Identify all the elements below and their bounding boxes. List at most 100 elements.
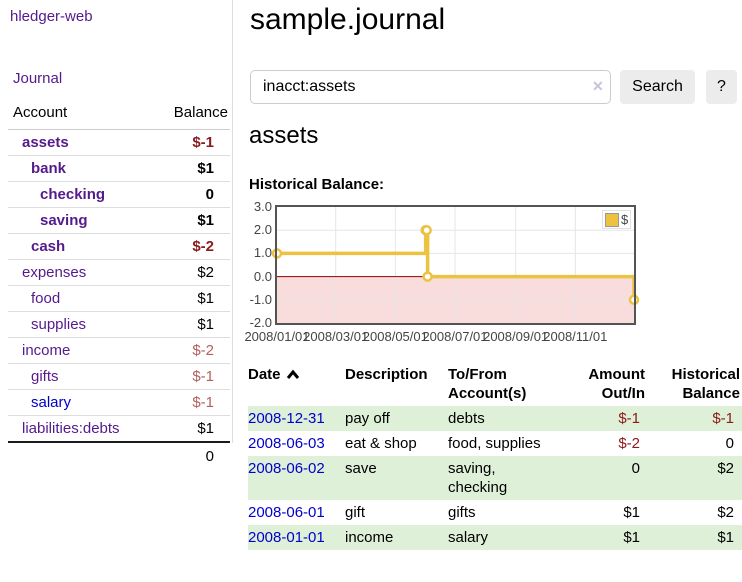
register-header-balance: Historical Balance <box>671 366 740 402</box>
transaction-description: pay off <box>345 410 390 427</box>
x-axis-tick-label: 2008/11/01 <box>543 329 608 344</box>
y-axis-tick-label: 0.0 <box>253 268 272 284</box>
account-link[interactable]: liabilities:debts <box>22 420 120 437</box>
transaction-accounts: saving, checking <box>448 460 508 496</box>
account-row: assets $-1 <box>8 130 230 156</box>
register-table-body: 2008-12-31 pay off debts $-1 $-1 2008-06-03 ea… <box>248 406 742 550</box>
account-row: food $1 <box>8 285 230 312</box>
account-balance: $2 <box>155 259 230 286</box>
table-row: 2008-06-02 save saving, checking 0 $2 <box>248 456 742 500</box>
accounts-total-row: 0 <box>8 441 230 469</box>
accounts-total-spacer <box>8 441 156 469</box>
account-row: liabilities:debts $1 <box>8 415 230 442</box>
account-row: gifts $-1 <box>8 363 230 390</box>
account-link[interactable]: cash <box>31 238 66 255</box>
account-row: salary $-1 <box>8 389 230 416</box>
transaction-balance: $2 <box>717 460 734 477</box>
transaction-balance: 0 <box>725 435 734 452</box>
search-input[interactable] <box>250 70 611 104</box>
x-axis-tick-label: 2008/05/01 <box>362 329 428 344</box>
legend-label: $ <box>621 212 629 227</box>
account-balance: $1 <box>155 415 230 442</box>
transaction-balance: $1 <box>717 529 734 546</box>
account-row: saving $1 <box>8 207 230 234</box>
account-row: checking 0 <box>8 181 230 208</box>
legend-swatch <box>605 212 619 227</box>
chart-legend: $ <box>602 210 632 229</box>
y-axis-tick-label: 2.0 <box>253 222 272 238</box>
transaction-description: gift <box>345 504 366 521</box>
account-row: supplies $1 <box>8 311 230 338</box>
app-title-link[interactable]: hledger-web <box>10 8 93 25</box>
account-link[interactable]: income <box>22 342 71 359</box>
account-row: cash $-2 <box>8 233 230 260</box>
register-header-amount: Amount Out/In <box>588 366 645 402</box>
sidebar-item-journal[interactable]: Journal <box>13 70 63 87</box>
accounts-header-balance: Balance <box>155 100 230 130</box>
table-row: 2008-06-01 gift gifts $1 $2 <box>248 500 742 525</box>
y-axis-tick-label: -2.0 <box>249 315 272 330</box>
register-table: Date Description To/From Account(s) Amou… <box>248 360 742 550</box>
accounts-table-body: assets $-1 bank $1 checking 0 saving $1 cash $-2 e… <box>8 130 230 442</box>
transaction-accounts: salary <box>448 529 489 546</box>
y-axis-tick-label: 1.0 <box>253 245 272 261</box>
y-axis-tick-label: 3.0 <box>253 199 272 214</box>
transaction-date-link[interactable]: 2008-06-02 <box>248 460 325 477</box>
account-balance: $1 <box>155 311 230 338</box>
balance-chart[interactable]: $ 3.0 2.0 1.0 0.0 -1.0 -2.0 2008/01/01 2008/03/… <box>244 199 742 354</box>
account-link[interactable]: bank <box>31 160 67 177</box>
chart-label: Historical Balance: <box>249 176 385 193</box>
search-row: ✕ Search ? <box>248 70 742 104</box>
account-row: income $-2 <box>8 337 230 364</box>
transaction-amount: 0 <box>631 460 640 477</box>
account-row: bank $1 <box>8 155 230 182</box>
register-header-date-label: Date <box>248 366 281 383</box>
account-link[interactable]: gifts <box>31 368 59 385</box>
transaction-accounts: debts <box>448 410 485 427</box>
register-header-date[interactable]: Date <box>248 360 345 406</box>
transaction-description: eat & shop <box>345 435 417 452</box>
accounts-header-row: Account Balance <box>8 100 230 130</box>
transaction-amount: $-1 <box>618 410 640 427</box>
account-balance: $-1 <box>192 134 214 151</box>
sort-ascending-icon <box>286 369 299 379</box>
help-button[interactable]: ? <box>706 70 737 104</box>
x-axis-tick-label: 2008/07/01 <box>422 329 488 344</box>
page-title: sample.journal <box>250 3 446 36</box>
transaction-date-link[interactable]: 2008-06-03 <box>248 435 325 452</box>
register-header-description: Description <box>345 366 428 383</box>
x-axis-tick-label: 2008/03/01 <box>303 329 369 344</box>
balance-chart-svg[interactable] <box>271 205 640 325</box>
clear-search-icon[interactable]: ✕ <box>592 78 604 94</box>
account-link[interactable]: salary <box>31 394 72 411</box>
account-balance: $1 <box>155 285 230 312</box>
account-heading: assets <box>249 122 319 149</box>
account-balance: $1 <box>155 207 230 234</box>
transaction-date-link[interactable]: 2008-06-01 <box>248 504 325 521</box>
transaction-amount: $1 <box>623 504 640 521</box>
register-header-accounts: To/From Account(s) <box>448 366 527 402</box>
account-link[interactable]: saving <box>40 212 88 229</box>
account-link[interactable]: food <box>31 290 61 307</box>
transaction-description: save <box>345 460 377 477</box>
transaction-date-link[interactable]: 2008-01-01 <box>248 529 325 546</box>
account-balance: 0 <box>155 181 230 208</box>
transaction-date-link[interactable]: 2008-12-31 <box>248 410 325 427</box>
account-link[interactable]: assets <box>22 134 69 151</box>
account-balance: $-2 <box>155 233 230 260</box>
table-row: 2008-12-31 pay off debts $-1 $-1 <box>248 406 742 431</box>
account-balance: $1 <box>155 155 230 182</box>
x-axis-tick-label: 2008/01/01 <box>244 329 310 344</box>
transaction-amount: $-2 <box>618 435 640 452</box>
search-button[interactable]: Search <box>620 70 695 104</box>
transaction-accounts: gifts <box>448 504 476 521</box>
account-balance: $-1 <box>155 389 230 416</box>
transaction-accounts: food, supplies <box>448 435 541 452</box>
account-link[interactable]: expenses <box>22 264 87 281</box>
account-link[interactable]: supplies <box>31 316 87 333</box>
account-link[interactable]: checking <box>40 186 106 203</box>
x-axis-tick-label: 2008/09/01 <box>483 329 549 344</box>
register-header-row: Date Description To/From Account(s) Amou… <box>248 360 742 406</box>
account-balance: $-2 <box>155 337 230 364</box>
accounts-header-account: Account <box>8 100 156 130</box>
